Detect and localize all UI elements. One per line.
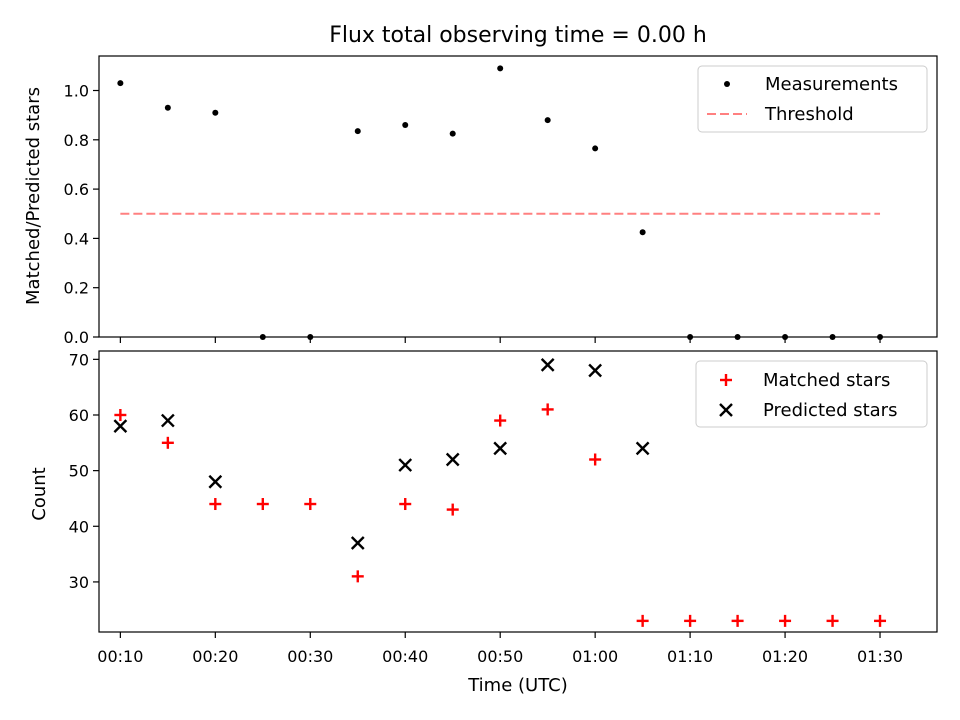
- bottom-legend-box: [695, 360, 928, 428]
- bottom-y-tick-label: 40: [69, 517, 89, 536]
- top-y-tick-label: 0.4: [64, 229, 89, 248]
- predicted-star-point: [350, 536, 365, 550]
- bottom-x-tick-label: 01:10: [667, 647, 713, 666]
- matched-star-point: [494, 414, 507, 427]
- measurement-point: [687, 334, 694, 340]
- predicted-star-stroke-b: [208, 474, 223, 489]
- legend-matched-label: Matched stars: [763, 370, 890, 391]
- measurement-point: [259, 334, 266, 340]
- predicted-star-point: [208, 474, 223, 489]
- matched-star-point: [351, 570, 364, 583]
- measurement-point: [449, 130, 456, 137]
- matched-star-point: [779, 614, 792, 627]
- legend-threshold-label: Threshold: [764, 104, 854, 125]
- matched-star-point: [114, 408, 127, 421]
- bottom-x-tick-label: 00:30: [287, 647, 333, 666]
- predicted-star-point: [635, 441, 650, 456]
- matched-star-point: [720, 374, 732, 386]
- top-y-tick-label: 0.6: [64, 180, 89, 199]
- measurement-point: [544, 117, 551, 124]
- predicted-star-stroke-b: [588, 363, 603, 378]
- matched-star-point: [731, 614, 744, 627]
- top-y-tick-label: 0.0: [64, 328, 89, 347]
- bottom-y-tick-label: 60: [69, 406, 89, 425]
- top-y-axis-label: Matched/Predicted stars: [23, 87, 44, 305]
- x-axis-label: Time (UTC): [467, 675, 568, 696]
- measurement-point: [497, 65, 504, 72]
- bottom-x-tick-label: 01:00: [572, 647, 618, 666]
- legend-measurements-label: Measurements: [765, 74, 898, 95]
- bottom-axes-frame: [98, 350, 938, 633]
- top-axes-frame: [98, 55, 938, 338]
- measurement-point: [354, 128, 361, 135]
- predicted-star-stroke-b: [350, 536, 365, 550]
- matched-star-point: [209, 498, 222, 511]
- predicted-star-stroke-b: [540, 358, 555, 372]
- predicted-star-stroke-b: [493, 441, 508, 456]
- bottom-y-tick-label: 30: [69, 573, 89, 592]
- top-y-tick-label: 0.8: [64, 131, 89, 150]
- measurement-point: [877, 334, 884, 340]
- matched-star-point: [304, 498, 317, 511]
- predicted-star-stroke-b: [635, 441, 650, 456]
- bottom-y-tick-label: 70: [69, 350, 89, 369]
- measurement-point: [164, 104, 171, 111]
- bottom-y-tick-label: 50: [69, 462, 89, 481]
- bottom-x-tick-label: 00:20: [192, 647, 238, 666]
- predicted-star-stroke-b: [398, 458, 413, 472]
- measurement-point: [307, 334, 314, 340]
- predicted-star-stroke-b: [719, 403, 733, 417]
- predicted-star-point: [588, 363, 603, 378]
- measurement-point: [639, 229, 646, 236]
- matched-star-point: [399, 498, 412, 511]
- matched-star-point: [636, 614, 649, 627]
- measurement-point: [829, 334, 836, 340]
- matched-star-point: [446, 503, 459, 516]
- predicted-star-point: [719, 403, 733, 417]
- predicted-star-stroke-b: [445, 452, 460, 467]
- top-y-tick-label: 0.2: [64, 279, 89, 298]
- top-axes: 0.0 0.2 0.4 0.6 0.8 1.0 Measurements Threshold: [64, 55, 938, 347]
- bottom-x-tick-label: 01:30: [857, 647, 903, 666]
- predicted-star-stroke-b: [160, 413, 175, 428]
- matched-star-point: [684, 614, 697, 627]
- predicted-star-point: [540, 358, 555, 372]
- top-legend: Measurements Threshold: [697, 65, 928, 133]
- measurement-point: [212, 109, 219, 116]
- predicted-star-point: [160, 413, 175, 428]
- measurement-point: [402, 122, 409, 129]
- measurement-point: [782, 334, 789, 340]
- matched-star-point: [874, 614, 887, 627]
- predicted-star-point: [113, 419, 128, 433]
- top-legend-box: [697, 65, 928, 133]
- top-y-tick-label: 1.0: [64, 82, 89, 101]
- predicted-star-stroke-b: [113, 419, 128, 433]
- predicted-star-point: [493, 441, 508, 456]
- legend-measurements-marker: [724, 81, 730, 87]
- matched-star-point: [541, 403, 554, 416]
- bottom-y-axis-label: Count: [29, 467, 50, 520]
- bottom-x-tick-label: 00:10: [97, 647, 143, 666]
- legend-predicted-label: Predicted stars: [763, 400, 897, 421]
- chart-title: Flux total observing time = 0.00 h: [329, 23, 707, 48]
- bottom-axes: 30 40 50 60 70 00:10 00:20 00:30 00:40 00:50 01:00…: [69, 350, 938, 666]
- matched-star-point: [589, 453, 602, 466]
- measurement-point: [117, 80, 124, 87]
- measurement-point: [592, 145, 599, 152]
- bottom-x-tick-label: 00:50: [477, 647, 523, 666]
- matched-star-point: [256, 498, 269, 511]
- matched-star-point: [826, 614, 839, 627]
- measurement-point: [734, 334, 741, 340]
- matched-star-point: [161, 436, 174, 449]
- predicted-star-point: [445, 452, 460, 467]
- predicted-star-point: [398, 458, 413, 472]
- bottom-x-tick-label: 01:20: [762, 647, 808, 666]
- bottom-x-tick-label: 00:40: [382, 647, 428, 666]
- bottom-legend: Matched stars Predicted stars: [695, 360, 928, 428]
